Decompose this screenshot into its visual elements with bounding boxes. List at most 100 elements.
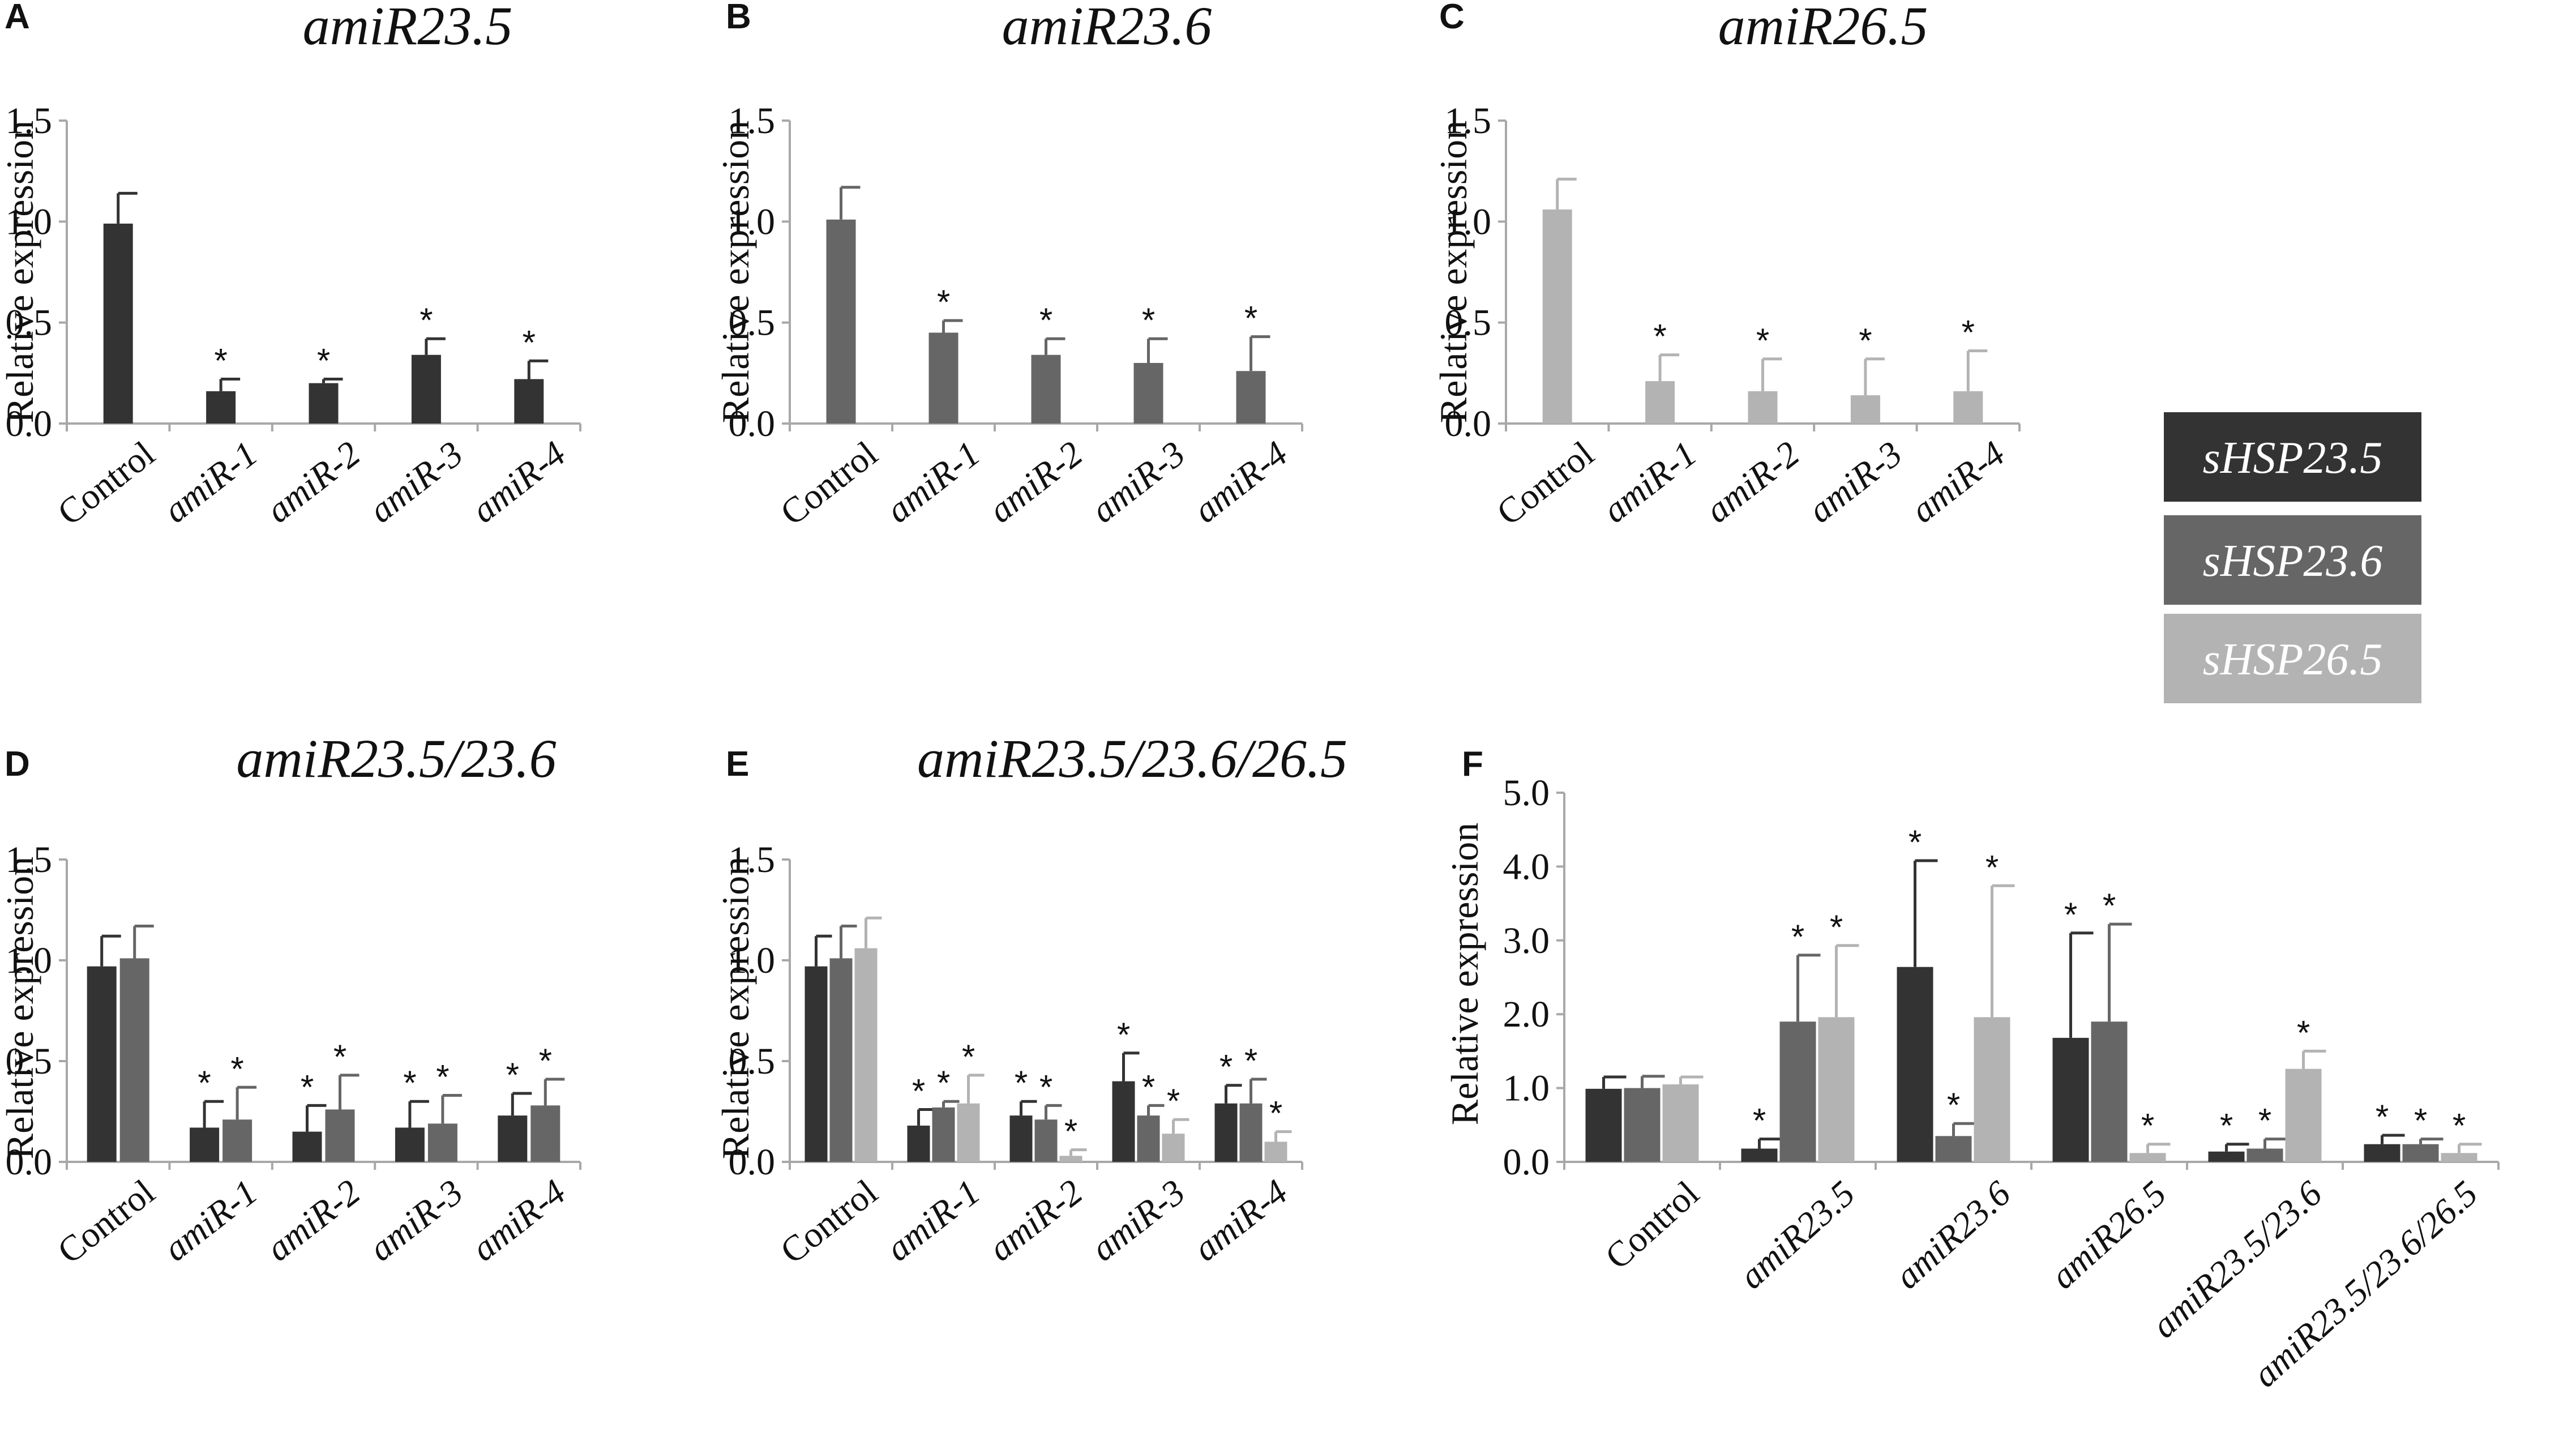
significance-star: *: [333, 1038, 346, 1076]
bar-shsp23-6-amir-3: [427, 1123, 457, 1162]
significance-star: *: [403, 1064, 416, 1102]
y-tick-label: 0.0: [729, 403, 776, 444]
bar-shsp23-6-amir-3: [1137, 1115, 1160, 1162]
error-bar-shsp23-6-control: [133, 924, 154, 959]
x-tick-label-control: Control: [1489, 433, 1601, 533]
panel-letter: F: [1462, 745, 1483, 784]
significance-star: *: [2376, 1098, 2389, 1136]
error-bar-shsp23-5-amir-2: [1020, 1100, 1037, 1116]
bar-shsp23-5-amir23-6: [1897, 967, 1933, 1162]
legend-swatch-shsp23-5: [2164, 412, 2421, 502]
y-tick-label: 1.0: [6, 940, 53, 981]
bar-shsp23-5-amir-3: [395, 1127, 425, 1162]
x-tick-label-amir23-5: amiR23.5: [1731, 1173, 1862, 1297]
error-bar-shsp23-5-amir23-6: [1914, 859, 1938, 967]
significance-star: *: [506, 1056, 519, 1094]
bar-shsp26-5-control: [854, 948, 878, 1162]
bar-shsp23-6-amir-1: [928, 332, 958, 424]
bar-shsp26-5-amir-2: [1748, 391, 1778, 424]
error-bar-shsp23-6-amir-2: [339, 1074, 360, 1110]
error-bar-shsp23-6-amir-1: [942, 319, 963, 333]
error-bar-shsp23-6-amir-2: [1045, 1104, 1062, 1120]
bar-shsp26-5-amir-3: [1850, 395, 1880, 424]
y-tick-label: 1.5: [6, 100, 53, 142]
x-tick-label-amir-2: amiR-2: [259, 433, 367, 531]
bar-shsp23-6-amir23-5-23-6: [2246, 1148, 2283, 1162]
bar-shsp23-5-control: [805, 966, 828, 1162]
bar-shsp23-6-amir-4: [530, 1105, 560, 1162]
error-bar-shsp23-5-amir-3: [1122, 1051, 1140, 1081]
x-tick-label-control: Control: [50, 1172, 162, 1271]
x-tick-label-amir-3: amiR-3: [1800, 433, 1909, 531]
panel-title: amiR23.6: [1002, 0, 1212, 56]
x-tick-label-amir-4: amiR-4: [464, 1172, 573, 1269]
y-tick-label: 1.5: [729, 839, 776, 880]
error-bar-shsp26-5-amir-2: [1761, 357, 1782, 391]
bar-shsp26-5-control: [1662, 1084, 1699, 1162]
y-axis-label: Relative expression: [714, 857, 757, 1159]
bar-shsp23-5-amir-2: [309, 383, 339, 424]
significance-star: *: [937, 283, 950, 321]
bar-shsp23-5-amir-2: [292, 1131, 322, 1162]
x-tick-label-amir-1: amiR-1: [1595, 433, 1704, 531]
y-axis-label: Relative expression: [0, 121, 41, 423]
error-bar-shsp23-5-control: [117, 191, 138, 224]
bar-shsp23-5-amir-4: [1214, 1103, 1238, 1162]
y-tick-label: 1.0: [1503, 1068, 1550, 1109]
error-bar-shsp23-6-amir23-5-23-6: [2263, 1138, 2288, 1149]
error-bar-shsp23-6-amir-3: [1147, 1104, 1165, 1116]
y-tick-label: 0.0: [1445, 403, 1492, 444]
error-bar-shsp23-5-control: [815, 934, 832, 967]
x-tick-label-amir-2: amiR-2: [981, 1172, 1090, 1269]
error-bar-shsp23-6-amir-4: [1250, 335, 1270, 371]
y-tick-label: 5.0: [1503, 772, 1550, 814]
significance-star: *: [2414, 1102, 2427, 1140]
bar-shsp26-5-amir-4: [1264, 1142, 1287, 1162]
error-bar-shsp26-5-amir-4: [1966, 349, 1988, 391]
x-tick-label-amir-3: amiR-3: [361, 433, 470, 531]
error-bar-shsp23-5-amir-1: [917, 1108, 935, 1126]
x-tick-label-amir-3: amiR-3: [361, 1172, 470, 1269]
y-tick-label: 3.0: [1503, 920, 1550, 961]
significance-star: *: [1859, 322, 1872, 360]
bar-shsp23-5-amir23-5: [1741, 1148, 1778, 1162]
panel-title: amiR26.5: [1718, 0, 1928, 56]
error-bar-shsp26-5-control: [1679, 1075, 1704, 1085]
x-tick-label-control: Control: [773, 433, 885, 533]
significance-star: *: [2258, 1102, 2271, 1140]
error-bar-shsp23-5-amir-4: [1225, 1084, 1242, 1104]
bar-shsp23-5-amir-4: [498, 1115, 528, 1162]
x-tick-label-amir-3: amiR-3: [1084, 1172, 1192, 1269]
panel-title: amiR23.5: [303, 0, 513, 56]
error-bar-shsp26-5-amir23-5-23-6-26-5: [2458, 1143, 2482, 1153]
x-tick-label-control: Control: [1598, 1173, 1707, 1277]
significance-star: *: [1219, 1048, 1233, 1086]
significance-star: *: [1269, 1095, 1282, 1132]
bar-shsp23-5-amir23-5-23-6-26-5: [2364, 1144, 2400, 1162]
y-tick-label: 1.0: [1445, 201, 1492, 242]
y-tick-label: 0.0: [6, 1142, 53, 1183]
bar-shsp23-6-amir-4: [1236, 371, 1266, 424]
error-bar-shsp26-5-amir23-6: [1991, 884, 2015, 1018]
error-bar-shsp23-5-amir-3: [408, 1100, 429, 1128]
y-tick-label: 0.5: [6, 1041, 53, 1082]
error-bar-shsp23-6-amir-4: [544, 1078, 565, 1106]
panel-letter: C: [1439, 0, 1465, 36]
significance-star: *: [1756, 322, 1769, 360]
error-bar-shsp23-6-amir-2: [1045, 337, 1066, 355]
x-tick-label-amir-1: amiR-1: [879, 1172, 987, 1269]
significance-star: *: [1117, 1016, 1130, 1054]
significance-star: *: [1039, 301, 1052, 339]
panel-letter: D: [5, 745, 30, 784]
y-axis-label: Relative expression: [0, 857, 41, 1159]
x-tick-label-control: Control: [773, 1172, 885, 1271]
error-bar-shsp23-6-amir23-6: [1952, 1122, 1976, 1136]
panel-title: amiR23.5/23.6: [236, 728, 556, 789]
bar-shsp23-6-amir-1: [222, 1119, 253, 1162]
y-tick-label: 1.0: [729, 940, 776, 981]
error-bar-shsp26-5-amir-1: [1658, 353, 1680, 382]
error-bar-shsp23-5-control: [100, 934, 121, 967]
significance-star: *: [1962, 314, 1975, 352]
bar-shsp26-5-amir-1: [957, 1103, 980, 1162]
